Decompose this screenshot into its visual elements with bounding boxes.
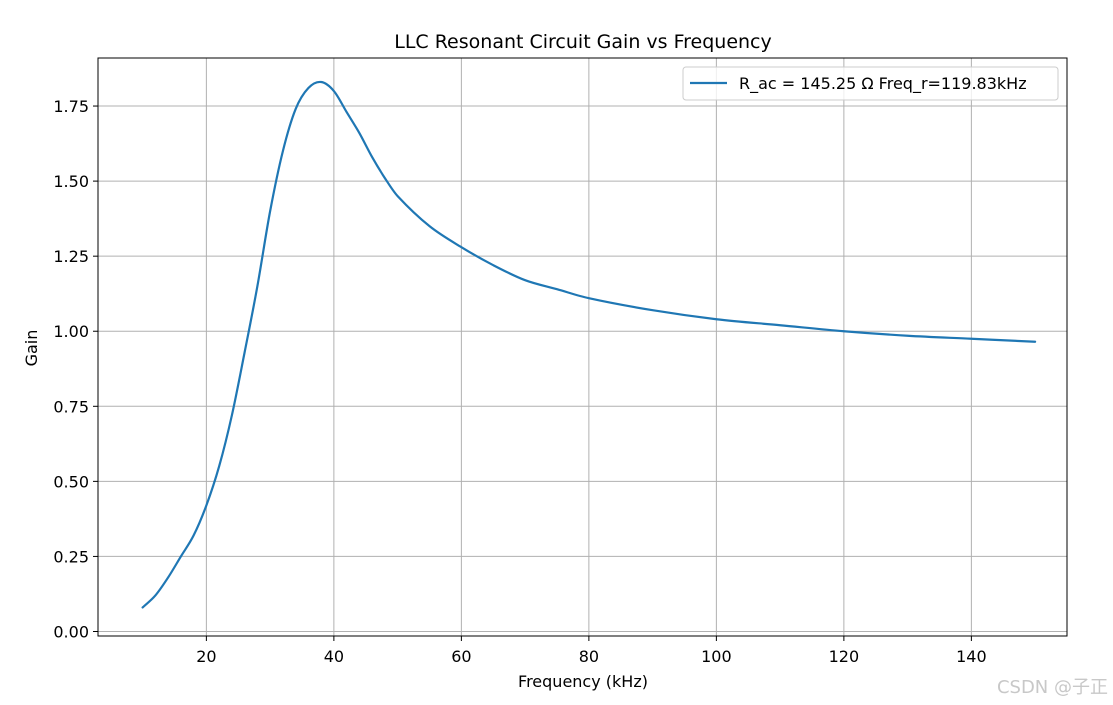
x-tick-label: 140 bbox=[956, 647, 987, 666]
watermark: CSDN @子正 bbox=[997, 677, 1108, 698]
y-tick-label: 1.00 bbox=[53, 322, 89, 341]
y-axis-label: Gain bbox=[22, 330, 41, 367]
y-tick-label: 0.50 bbox=[53, 472, 89, 491]
series-layer bbox=[141, 80, 1037, 609]
x-tick-label: 100 bbox=[701, 647, 732, 666]
y-tick-label: 0.25 bbox=[53, 547, 89, 566]
series-line bbox=[141, 80, 1037, 609]
grid bbox=[98, 58, 1067, 636]
legend-box bbox=[682, 66, 1059, 101]
y-tick-label: 1.75 bbox=[53, 97, 89, 116]
y-tick-label: 1.25 bbox=[53, 247, 89, 266]
y-tick-label: 1.50 bbox=[53, 172, 89, 191]
legend-label: R_ac = 145.25 Ω Freq_r=119.83kHz bbox=[739, 74, 1027, 94]
chart-title: LLC Resonant Circuit Gain vs Frequency bbox=[394, 31, 772, 53]
x-axis-label: Frequency (kHz) bbox=[518, 672, 648, 691]
x-tick-label: 40 bbox=[324, 647, 344, 666]
x-tick-label: 60 bbox=[451, 647, 471, 666]
x-tick-label: 20 bbox=[196, 647, 216, 666]
ticks: 20 40 60 80 100 120 140 0.00 0.25 0.50 0.75 1.00 1.2… bbox=[53, 97, 986, 666]
x-tick-label: 120 bbox=[829, 647, 860, 666]
y-tick-label: 0.00 bbox=[53, 622, 89, 641]
plot-frame bbox=[97, 57, 1068, 637]
y-tick-label: 0.75 bbox=[53, 397, 89, 416]
x-tick-label: 80 bbox=[579, 647, 599, 666]
legend: R_ac = 145.25 Ω Freq_r=119.83kHz bbox=[682, 66, 1059, 101]
